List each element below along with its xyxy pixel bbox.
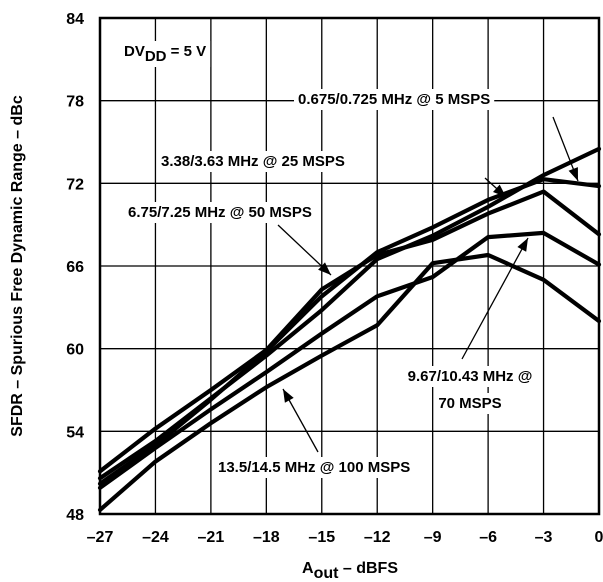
x-axis-title-subscript: out <box>314 565 340 582</box>
annotation-label: 70 MSPS <box>438 395 501 412</box>
y-axis-title: SFDR – Spurious Free Dynamic Range – dBc <box>9 95 26 437</box>
x-tick-label: –3 <box>535 529 553 546</box>
y-tick-label: 48 <box>66 507 84 524</box>
x-tick-label: –18 <box>253 529 280 546</box>
x-tick-label: –21 <box>198 529 225 546</box>
x-axis-title-suffix: – dBFS <box>338 560 398 577</box>
x-tick-label: –24 <box>142 529 169 546</box>
x-axis-title: Aout – dBFS <box>302 560 398 582</box>
annotation-label: 6.75/7.25 MHz @ 50 MSPS <box>128 204 312 221</box>
x-tick-label: –9 <box>424 529 442 546</box>
y-tick-label: 72 <box>66 176 84 193</box>
y-tick-label: 78 <box>66 94 84 111</box>
leader-arrowhead <box>283 389 294 403</box>
leader-arrowhead <box>569 167 578 181</box>
x-tick-label: –12 <box>364 529 391 546</box>
annotation-label: 13.5/14.5 MHz @ 100 MSPS <box>218 459 410 476</box>
y-tick-label: 66 <box>66 259 84 276</box>
condition-prefix: DV <box>124 43 145 60</box>
x-tick-label: 0 <box>595 529 603 546</box>
condition-suffix: = 5 V <box>167 43 207 60</box>
series-line <box>100 179 599 484</box>
condition-subscript: DD <box>145 48 167 65</box>
annotation-label: 0.675/0.725 MHz @ 5 MSPS <box>298 91 490 108</box>
x-axis-title-main: A <box>302 560 314 577</box>
y-tick-label: 54 <box>66 424 84 441</box>
y-tick-label: 60 <box>66 342 84 359</box>
x-tick-label: –6 <box>479 529 497 546</box>
leader-arrowhead <box>517 238 528 252</box>
annotation-label: 9.67/10.43 MHz @ <box>408 368 533 385</box>
y-tick-label: 84 <box>66 11 84 28</box>
annotation-label: 3.38/3.63 MHz @ 25 MSPS <box>161 153 345 170</box>
x-tick-label: –27 <box>87 529 114 546</box>
x-tick-label: –15 <box>308 529 335 546</box>
